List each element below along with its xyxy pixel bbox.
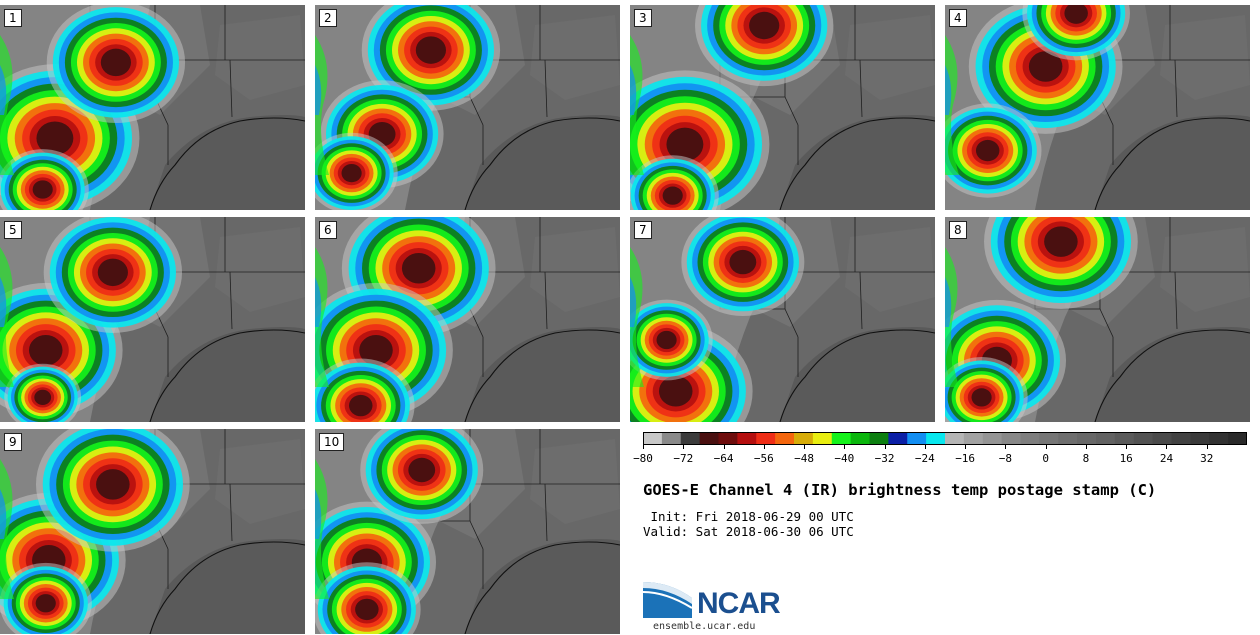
- colorbar-tick-label: −40: [834, 452, 855, 465]
- forecast-panel: 1: [0, 5, 305, 210]
- ir-map: [0, 217, 305, 422]
- colorbar-swatch: [718, 432, 738, 445]
- colorbar-swatch: [1228, 432, 1247, 445]
- ir-map: [630, 5, 935, 210]
- forecast-panel: 9: [0, 429, 305, 634]
- colorbar-swatch: [1152, 432, 1173, 445]
- colorbar-tick-mark: [965, 445, 967, 449]
- colorbar-swatch: [737, 432, 757, 445]
- forecast-panel: 5: [0, 217, 305, 422]
- forecast-panel: 4: [945, 5, 1250, 210]
- colorbar-swatch: [794, 432, 814, 445]
- colorbar-swatch: [756, 432, 776, 445]
- colorbar-swatch: [982, 432, 1003, 445]
- colorbar-swatch: [850, 432, 871, 445]
- init-time: Init: Fri 2018-06-29 00 UTC: [643, 509, 854, 524]
- colorbar-tick-mark: [1005, 445, 1007, 449]
- colorbar-tick-label: −48: [794, 452, 814, 465]
- colorbar-tick-label: 24: [1159, 452, 1174, 465]
- colorbar-swatch: [1096, 432, 1116, 445]
- colorbar-tick-mark: [924, 445, 926, 449]
- forecast-panel: 6: [315, 217, 620, 422]
- forecast-panel: 7: [630, 217, 935, 422]
- ir-map: [945, 5, 1250, 210]
- forecast-panel: 10: [315, 429, 620, 634]
- colorbar-tick-label: −56: [753, 452, 774, 465]
- colorbar-swatch: [1171, 432, 1191, 445]
- colorbar-swatch: [1020, 432, 1040, 445]
- panel-number: 2: [319, 9, 337, 27]
- panel-number: 9: [4, 433, 22, 451]
- chart-title: GOES-E Channel 4 (IR) brightness temp po…: [643, 481, 1157, 499]
- colorbar-tick-mark: [804, 445, 806, 449]
- panel-number: 1: [4, 9, 22, 27]
- panel-number: 6: [319, 221, 337, 239]
- colorbar-swatch: [1039, 432, 1059, 445]
- colorbar-swatch: [945, 432, 965, 445]
- colorbar-tick-label: −32: [874, 452, 895, 465]
- colorbar-swatch: [699, 432, 720, 445]
- panel-number: 5: [4, 221, 22, 239]
- colorbar-tick-mark: [723, 445, 725, 449]
- colorbar-tick-label: −8: [998, 452, 1013, 465]
- colorbar-tick-mark: [1166, 445, 1168, 449]
- colorbar-swatch: [963, 432, 984, 445]
- colorbar-tick-mark: [763, 445, 765, 449]
- colorbar-tick-mark: [1126, 445, 1128, 449]
- colorbar-swatch: [812, 432, 833, 445]
- valid-time: Valid: Sat 2018-06-30 06 UTC: [643, 524, 854, 539]
- colorbar-tick-label: 32: [1200, 452, 1214, 465]
- colorbar-swatch: [1077, 432, 1097, 445]
- colorbar-swatch: [643, 432, 663, 445]
- colorbar-swatch: [661, 432, 682, 445]
- forecast-panel: 3: [630, 5, 935, 210]
- colorbar-swatch: [1209, 432, 1229, 445]
- colorbar-swatch: [831, 432, 852, 445]
- colorbar-tick-label: −16: [955, 452, 976, 465]
- colorbar-tick-label: −64: [713, 452, 734, 465]
- logo-text: NCAR: [697, 587, 781, 620]
- colorbar-tick-label: −80: [633, 452, 653, 465]
- panel-number: 10: [319, 433, 345, 451]
- ncar-logo-icon: [642, 582, 693, 618]
- panel-number: 3: [634, 9, 652, 27]
- colorbar-swatch: [1114, 432, 1135, 445]
- colorbar-tick-mark: [1085, 445, 1087, 449]
- colorbar-tick-mark: [683, 445, 685, 449]
- panel-number: 8: [949, 221, 967, 239]
- forecast-panel: 2: [315, 5, 620, 210]
- colorbar-swatch: [907, 432, 927, 445]
- colorbar-swatch: [775, 432, 795, 445]
- colorbar-swatch: [869, 432, 889, 445]
- colorbar-swatch: [1190, 432, 1210, 445]
- colorbar-swatch: [1133, 432, 1154, 445]
- colorbar-tick-mark: [1045, 445, 1047, 449]
- colorbar-tick-label: 0: [1042, 452, 1049, 465]
- colorbar-swatch: [680, 432, 701, 445]
- colorbar-swatch: [1058, 432, 1078, 445]
- ir-map: [315, 5, 620, 210]
- panel-number: 7: [634, 221, 652, 239]
- ir-map: [0, 5, 305, 210]
- colorbar-tick-label: −24: [914, 452, 935, 465]
- colorbar-tick-label: 8: [1082, 452, 1090, 465]
- ir-map: [945, 217, 1250, 422]
- colorbar-tick-mark: [844, 445, 846, 449]
- colorbar-tick-mark: [1206, 445, 1208, 449]
- colorbar-swatch: [888, 432, 908, 445]
- forecast-panel: 8: [945, 217, 1250, 422]
- colorbar-tick-mark: [884, 445, 886, 449]
- colorbar-tick-label: −72: [673, 452, 694, 465]
- ir-map: [630, 217, 935, 422]
- ir-map: [315, 429, 620, 634]
- colorbar: [643, 432, 1247, 445]
- ir-map: [315, 217, 620, 422]
- colorbar-tick-mark: [643, 445, 644, 449]
- colorbar-tick-label: 16: [1119, 452, 1133, 465]
- colorbar-swatch: [1001, 432, 1022, 445]
- site-url: ensemble.ucar.edu: [653, 621, 756, 632]
- colorbar-swatch: [926, 432, 946, 445]
- ir-map: [0, 429, 305, 634]
- panel-number: 4: [949, 9, 967, 27]
